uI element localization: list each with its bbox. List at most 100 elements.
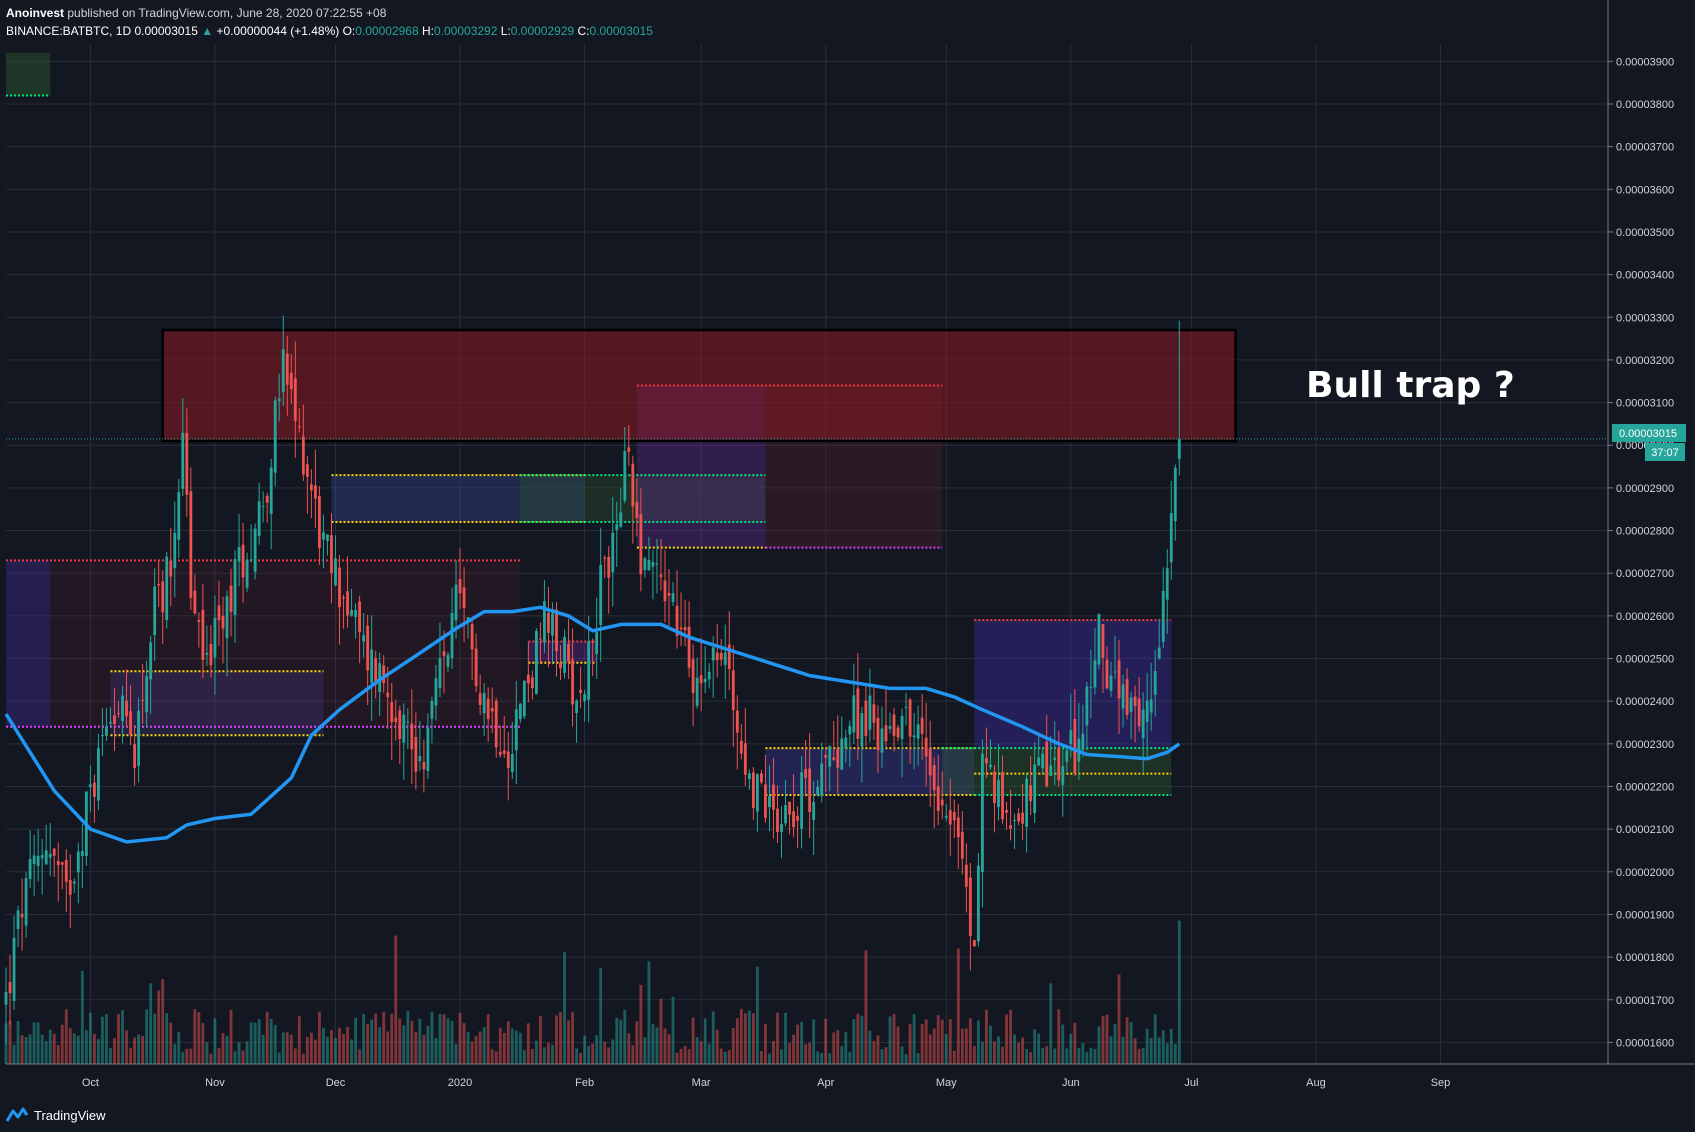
candle-body bbox=[358, 601, 362, 633]
volume-bar bbox=[647, 961, 651, 1064]
volume-bar bbox=[1145, 1028, 1149, 1064]
candle-body bbox=[454, 584, 458, 621]
price-tick-label: 0.00002800 bbox=[1616, 526, 1674, 538]
volume-bar bbox=[442, 1014, 446, 1064]
candle-body bbox=[755, 774, 759, 812]
candles[interactable] bbox=[4, 315, 1181, 1043]
candle-body bbox=[587, 641, 591, 700]
candle-body bbox=[976, 865, 980, 942]
volume-bar bbox=[944, 1034, 948, 1064]
candle-body bbox=[1117, 660, 1121, 699]
volume-bar bbox=[301, 1053, 305, 1064]
volume-bar bbox=[446, 1018, 450, 1064]
volume-bar bbox=[534, 1040, 538, 1064]
publish-line: Anoinvest published on TradingView.com, … bbox=[6, 4, 653, 22]
volume-bar bbox=[173, 1043, 177, 1064]
shade-box bbox=[974, 748, 1172, 796]
volume-bar bbox=[904, 1053, 908, 1064]
volume-bar bbox=[1045, 1046, 1049, 1064]
candle-body bbox=[486, 698, 490, 720]
volume-bar bbox=[398, 1018, 402, 1064]
volume-bar bbox=[876, 1035, 880, 1064]
volume-bar bbox=[382, 1011, 386, 1064]
candle-body bbox=[627, 447, 631, 452]
volume-bar bbox=[928, 1034, 932, 1064]
volume-bar bbox=[1177, 920, 1181, 1064]
volume-bar bbox=[97, 1039, 100, 1064]
price-tick-label: 0.00001700 bbox=[1616, 995, 1674, 1007]
volume-bar bbox=[880, 1049, 884, 1064]
volume-bar bbox=[772, 1040, 775, 1064]
volume-bar bbox=[997, 1036, 1000, 1064]
candle-body bbox=[900, 716, 904, 740]
candle-body bbox=[466, 617, 470, 621]
volume-bar bbox=[257, 1019, 261, 1064]
candle-body bbox=[968, 877, 972, 936]
time-tick-label: Apr bbox=[817, 1077, 834, 1089]
candle-body bbox=[1021, 812, 1025, 824]
volume-bar bbox=[12, 1044, 16, 1064]
volume-bar bbox=[1169, 1029, 1173, 1064]
volume-bar bbox=[888, 1016, 892, 1064]
volume-bar bbox=[755, 966, 759, 1064]
volume-bar bbox=[627, 1033, 631, 1064]
candle-body bbox=[101, 735, 104, 737]
volume-bar bbox=[434, 1037, 438, 1064]
volume-bar bbox=[836, 1030, 840, 1064]
candle-body bbox=[506, 751, 510, 769]
candle-body bbox=[1125, 679, 1129, 715]
volume-bar bbox=[84, 1030, 88, 1064]
price-tick-label: 0.00003800 bbox=[1616, 99, 1674, 111]
resistance-zone[interactable] bbox=[161, 328, 1237, 443]
candle-body bbox=[237, 547, 241, 562]
volume-bar bbox=[1133, 1038, 1137, 1064]
shade-box bbox=[6, 52, 51, 96]
volume-bar bbox=[462, 1023, 466, 1064]
volume-bar bbox=[884, 1047, 888, 1064]
price-tick-label: 0.00003700 bbox=[1616, 142, 1674, 154]
shade-box bbox=[331, 475, 585, 523]
volume-bar bbox=[1069, 1033, 1073, 1064]
candle-body bbox=[498, 751, 502, 756]
volume-bar bbox=[350, 1039, 353, 1064]
candle-body bbox=[603, 557, 607, 559]
candle-body bbox=[145, 676, 149, 713]
candle-body bbox=[860, 713, 864, 747]
candle-body bbox=[20, 913, 24, 918]
price-tick-label: 0.00001800 bbox=[1616, 952, 1674, 964]
candle-body bbox=[470, 624, 474, 650]
candle-body bbox=[743, 743, 747, 775]
candle-body bbox=[534, 630, 538, 694]
candle-body bbox=[410, 723, 414, 750]
volume-bar bbox=[595, 1035, 599, 1064]
volume-bar bbox=[872, 1040, 876, 1064]
candle-body bbox=[908, 699, 912, 737]
author-name[interactable]: Anoinvest bbox=[6, 6, 65, 20]
volume-bar bbox=[406, 1011, 410, 1064]
volume-bar bbox=[1033, 1029, 1037, 1064]
candle-body bbox=[494, 700, 498, 748]
volume-bar bbox=[780, 1049, 783, 1064]
candle-body bbox=[338, 567, 341, 608]
candle-body bbox=[872, 704, 876, 723]
candle-body bbox=[1057, 748, 1061, 781]
volume-bar bbox=[80, 970, 84, 1064]
volume-bar bbox=[1001, 1046, 1004, 1064]
volume-bar bbox=[24, 1037, 28, 1064]
candle-body bbox=[619, 512, 623, 527]
volume-bar bbox=[1125, 1017, 1129, 1064]
volume-bar bbox=[860, 1015, 864, 1064]
candle-body bbox=[796, 816, 799, 821]
candle-body bbox=[318, 495, 321, 548]
footer-brand[interactable]: TradingView bbox=[6, 1103, 106, 1127]
candle-body bbox=[362, 635, 366, 642]
time-tick-label: Aug bbox=[1306, 1077, 1326, 1089]
volume-bar bbox=[1093, 1049, 1097, 1064]
candle-body bbox=[245, 559, 249, 588]
candle-body bbox=[72, 881, 76, 884]
candle-body bbox=[350, 609, 353, 616]
candle-body bbox=[36, 855, 40, 866]
candle-body bbox=[932, 765, 936, 791]
volume-bar bbox=[972, 1045, 976, 1064]
